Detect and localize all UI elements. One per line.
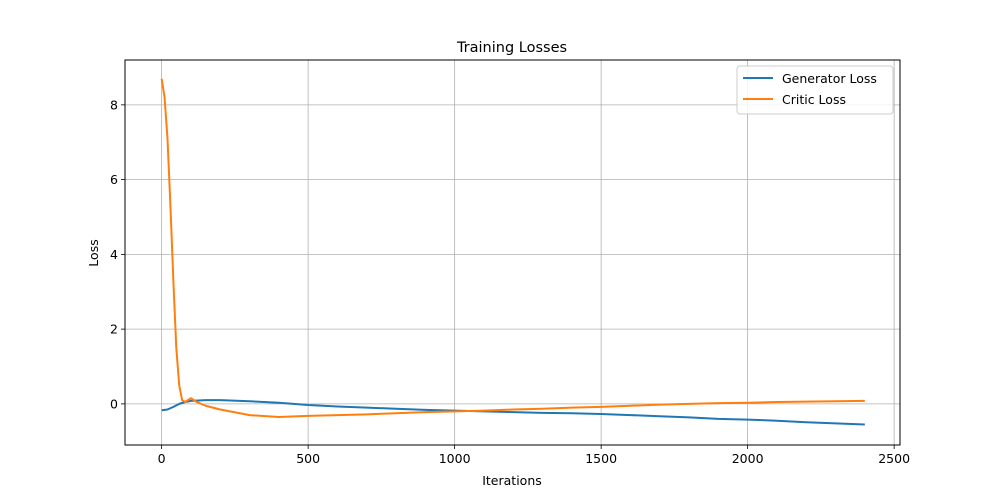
y-tick-label: 2 (110, 322, 118, 337)
x-axis-label: Iterations (482, 473, 542, 488)
y-tick-label: 0 (110, 396, 118, 411)
y-tick-label: 6 (110, 172, 118, 187)
y-tick-label: 8 (110, 97, 118, 112)
x-tick-label: 500 (296, 451, 320, 466)
x-tick-label: 1500 (585, 451, 617, 466)
legend: Generator Loss Critic Loss (736, 65, 894, 115)
series-layer (160, 78, 865, 426)
y-axis-ticks: 0 2 4 6 8 (110, 97, 125, 411)
legend-label-generator: Generator Loss (782, 71, 877, 86)
legend-box (736, 65, 894, 115)
x-axis-ticks: 0 500 1000 1500 2000 2500 (158, 445, 910, 466)
legend-label-critic: Critic Loss (782, 92, 846, 107)
series-line-generator-loss (161, 399, 865, 426)
series-line-critic-loss (160, 78, 865, 418)
y-tick-label: 4 (110, 247, 118, 262)
plot-area-frame (124, 59, 901, 446)
x-tick-label: 0 (158, 451, 166, 466)
x-tick-label: 2000 (732, 451, 764, 466)
chart-title: Training Losses (456, 40, 567, 56)
y-axis-label: Loss (86, 239, 101, 266)
x-tick-label: 2500 (878, 451, 910, 466)
x-tick-label: 1000 (439, 451, 471, 466)
